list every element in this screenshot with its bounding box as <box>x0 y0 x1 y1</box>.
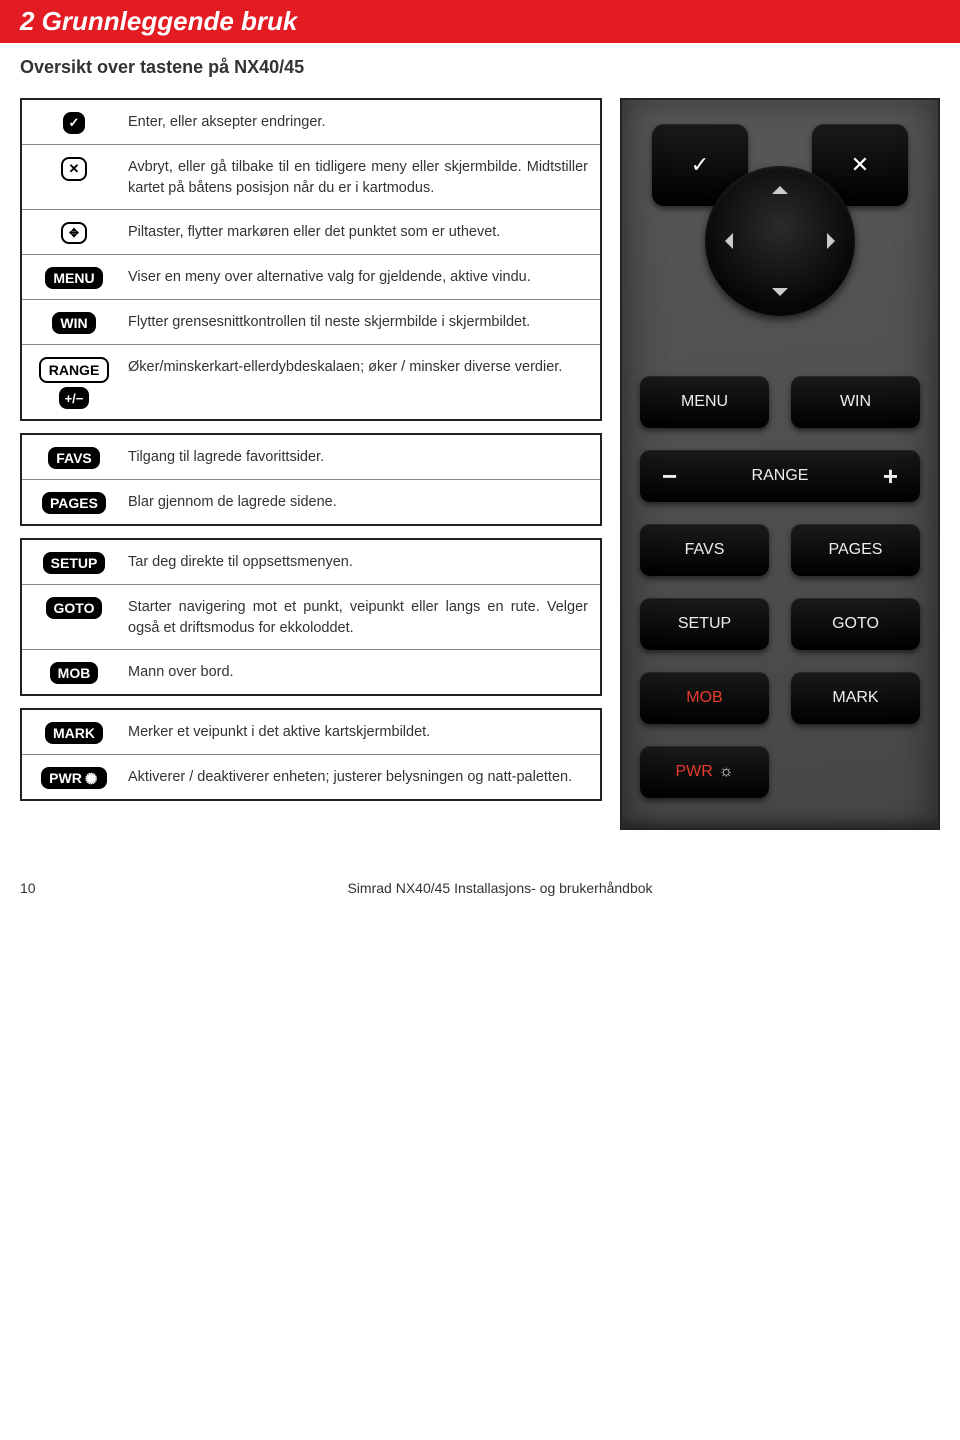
legend-row-cancel: ✕ Avbryt, eller gå tilbake til en tidlig… <box>22 145 600 210</box>
spacer <box>791 746 920 798</box>
chapter-title: 2 Grunnleggende bruk <box>20 6 940 37</box>
desc-range: Øker/minskerkart-ellerdybdeskalaen; øker… <box>128 355 588 378</box>
desc-cancel: Avbryt, eller gå tilbake til en tidliger… <box>128 155 588 199</box>
range-key-badge: RANGE <box>39 357 110 383</box>
goto-button[interactable]: GOTO <box>791 598 920 650</box>
desc-mob: Mann over bord. <box>128 660 588 683</box>
page-subtitle: Oversikt over tastene på NX40/45 <box>0 57 960 98</box>
range-plusminus-badge: +/− <box>59 387 90 409</box>
legend-row-favs: FAVS Tilgang til lagrede favorittsider. <box>22 435 600 480</box>
desc-arrows: Piltaster, flytter markøren eller det pu… <box>128 220 588 243</box>
pages-key-badge: PAGES <box>42 492 106 514</box>
legend-row-win: WIN Flytter grensesnittkontrollen til ne… <box>22 300 600 345</box>
legend-row-menu: MENU Viser en meny over alternative valg… <box>22 255 600 300</box>
arrow-up-icon <box>772 178 788 194</box>
legend-row-setup: SETUP Tar deg direkte til oppsettsmenyen… <box>22 540 600 585</box>
desc-menu: Viser en meny over alternative valg for … <box>128 265 588 288</box>
range-button[interactable]: − RANGE + <box>640 450 920 502</box>
desc-setup: Tar deg direkte til oppsettsmenyen. <box>128 550 588 573</box>
pwr-key-badge: PWR <box>41 767 107 789</box>
legend-row-range: RANGE +/− Øker/minskerkart-ellerdybdeska… <box>22 345 600 419</box>
brightness-icon <box>85 771 99 785</box>
page-footer: 10 Simrad NX40/45 Installasjons- og bruk… <box>0 830 960 896</box>
desc-win: Flytter grensesnittkontrollen til neste … <box>128 310 588 333</box>
legend-group-4: MARK Merker et veipunkt i det aktive kar… <box>20 708 602 801</box>
legend-group-3: SETUP Tar deg direkte til oppsettsmenyen… <box>20 538 602 696</box>
arrow-down-icon <box>772 288 788 304</box>
legend-row-mob: MOB Mann over bord. <box>22 650 600 694</box>
page-number: 10 <box>20 880 60 896</box>
legend-row-goto: GOTO Starter navigering mot et punkt, ve… <box>22 585 600 650</box>
legend-row-pages: PAGES Blar gjennom de lagrede sidene. <box>22 480 600 524</box>
mark-key-badge: MARK <box>45 722 103 744</box>
desc-pwr: Aktiverer / deaktiverer enheten; justere… <box>128 765 588 788</box>
legend-row-mark: MARK Merker et veipunkt i det aktive kar… <box>22 710 600 755</box>
key-legend: ✓ Enter, eller aksepter endringer. ✕ Avb… <box>20 98 602 830</box>
dpad-area: ✓ ✕ <box>640 124 920 354</box>
pwr-button[interactable]: PWR ☼ <box>640 746 769 798</box>
desc-pages: Blar gjennom de lagrede sidene. <box>128 490 588 513</box>
pwr-label: PWR <box>49 770 82 786</box>
arrow-right-icon <box>827 233 843 249</box>
mob-button[interactable]: MOB <box>640 672 769 724</box>
x-icon: ✕ <box>61 157 88 181</box>
arrow-left-icon <box>717 233 733 249</box>
legend-group-1: ✓ Enter, eller aksepter endringer. ✕ Avb… <box>20 98 602 421</box>
desc-mark: Merker et veipunkt i det aktive kartskje… <box>128 720 588 743</box>
setup-key-badge: SETUP <box>43 552 106 574</box>
remote-panel: ✓ ✕ MENU WIN − RANGE + FAVS PAGES SETUP … <box>620 98 940 830</box>
legend-group-2: FAVS Tilgang til lagrede favorittsider. … <box>20 433 602 526</box>
check-icon: ✓ <box>63 112 86 134</box>
mob-key-badge: MOB <box>50 662 99 684</box>
win-button[interactable]: WIN <box>791 376 920 428</box>
book-title: Simrad NX40/45 Installasjons- og brukerh… <box>60 880 940 896</box>
desc-enter: Enter, eller aksepter endringer. <box>128 110 588 133</box>
goto-key-badge: GOTO <box>46 597 103 619</box>
legend-row-enter: ✓ Enter, eller aksepter endringer. <box>22 100 600 145</box>
mark-button[interactable]: MARK <box>791 672 920 724</box>
desc-goto: Starter navigering mot et punkt, veipunk… <box>128 595 588 639</box>
minus-icon: − <box>662 461 677 492</box>
range-label: RANGE <box>752 467 809 485</box>
pages-button[interactable]: PAGES <box>791 524 920 576</box>
chapter-header: 2 Grunnleggende bruk <box>0 0 960 43</box>
setup-button[interactable]: SETUP <box>640 598 769 650</box>
pwr-button-label: PWR <box>676 763 713 781</box>
main-content: ✓ Enter, eller aksepter endringer. ✕ Avb… <box>0 98 960 830</box>
brightness-icon: ☼ <box>719 763 734 781</box>
favs-key-badge: FAVS <box>48 447 100 469</box>
desc-favs: Tilgang til lagrede favorittsider. <box>128 445 588 468</box>
menu-key-badge: MENU <box>45 267 102 289</box>
legend-row-pwr: PWR Aktiverer / deaktiverer enheten; jus… <box>22 755 600 799</box>
plus-icon: + <box>883 461 898 492</box>
menu-button[interactable]: MENU <box>640 376 769 428</box>
dpad-icon: ✥ <box>61 222 87 244</box>
legend-row-arrows: ✥ Piltaster, flytter markøren eller det … <box>22 210 600 255</box>
favs-button[interactable]: FAVS <box>640 524 769 576</box>
win-key-badge: WIN <box>52 312 95 334</box>
dpad[interactable] <box>705 166 855 316</box>
